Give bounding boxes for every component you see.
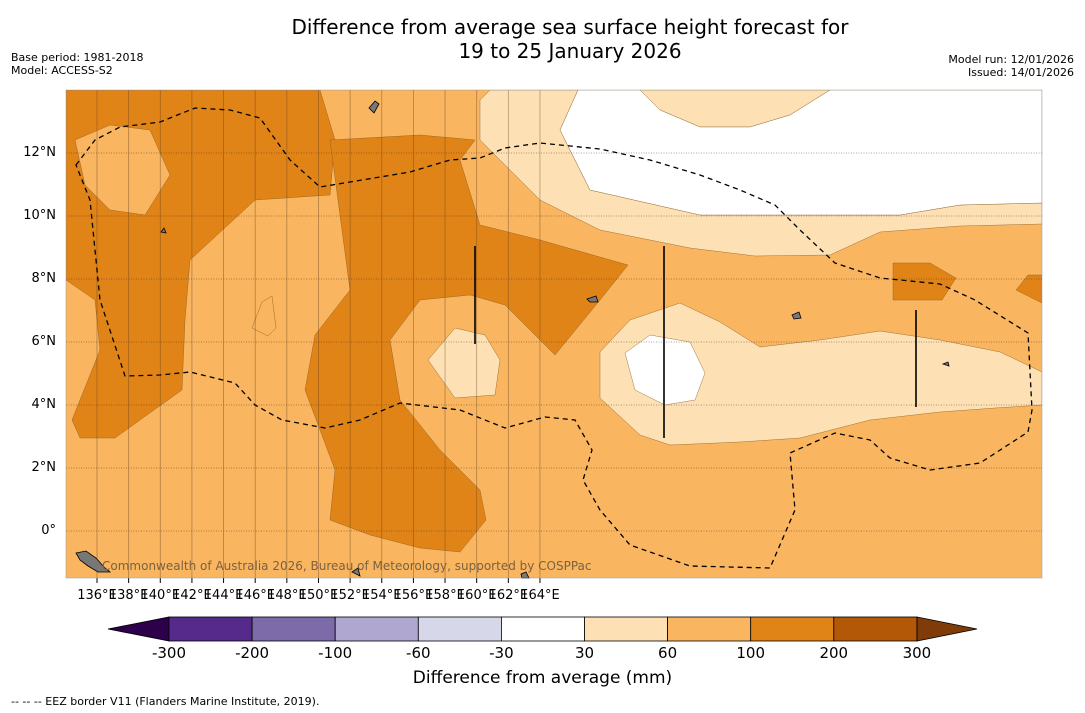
x-tick-label: 148°E (267, 588, 307, 603)
region-neutral-north (559, 90, 1042, 216)
x-tick-label: 154°E (361, 588, 402, 603)
colorbar-bin (251, 616, 336, 642)
colorbar-tick-label: -200 (235, 644, 270, 662)
colorbar-bin (334, 616, 419, 642)
colorbar-bin (584, 616, 668, 642)
credit-text: Commonwealth of Australia 2026, Bureau o… (102, 559, 592, 573)
gridlines (66, 90, 1042, 578)
region-100-200-east-1 (892, 262, 957, 301)
chart-title: Difference from average sea surface heig… (0, 15, 1085, 63)
x-tick-label: 136°E (77, 588, 117, 603)
colorbar-tick-label: -30 (489, 644, 514, 662)
x-tick-label: 156°E (393, 588, 434, 603)
region-30-60-mid (427, 327, 501, 399)
region-neutral-south (624, 334, 706, 406)
colorbar-bin (833, 616, 918, 642)
y-tick-label: 6°N (31, 334, 57, 349)
islands (75, 100, 950, 579)
colorbar-tick-label: -100 (318, 644, 353, 662)
y-tick-label: 0° (41, 523, 56, 538)
colorbar-tick-label: -300 (151, 644, 187, 662)
x-tick-label: 152°E (330, 588, 370, 603)
model-run-text: Model run: 12/01/2026 (948, 53, 1074, 66)
colorbar-tick-label: 100 (736, 644, 765, 662)
colorbar-tick-label: 60 (658, 644, 678, 662)
x-tick-label: 160°E (456, 588, 497, 603)
colorbar-bin (667, 616, 752, 642)
axis-tick-marks (96, 578, 541, 583)
y-tick-label: 8°N (31, 271, 57, 286)
island-outline (75, 550, 112, 573)
colorbar-title: Difference from average (mm) (412, 668, 673, 688)
eez-footnote: -- -- -- EEZ border V11 (Flanders Marine… (11, 695, 320, 708)
region-100-200-central (304, 134, 629, 553)
metadata-right: Model run: 12/01/2026 Issued: 14/01/2026 (948, 53, 1074, 79)
x-tick-label: 146°E (235, 588, 275, 603)
x-tick-label: 140°E (140, 588, 181, 603)
x-tick-label: 158°E (425, 588, 465, 603)
island-outline (368, 100, 380, 114)
colorbar-bin (417, 616, 502, 642)
x-tick-label: 162°E (488, 588, 529, 603)
colorbar-under-arrow (107, 616, 170, 642)
region-60-100-nw (74, 124, 171, 216)
y-tick-label: 10°N (23, 208, 56, 223)
sea-level-field (66, 90, 1042, 578)
colorbar-over-arrow (916, 616, 978, 642)
island-outline (586, 295, 599, 303)
region-30-60-east (599, 302, 1042, 446)
title-line-1: Difference from average sea surface heig… (291, 15, 849, 39)
eez-border (75, 107, 1033, 569)
x-tick-label: 144°E (203, 588, 244, 603)
ocean-transects (474, 246, 917, 438)
x-tick-label: 142°E (172, 588, 212, 603)
plot-frame (65, 89, 1043, 579)
colorbar-tick-label: 300 (902, 644, 932, 662)
y-tick-label: 2°N (31, 460, 57, 475)
colorbar-tick-label: 200 (819, 644, 849, 662)
model-text: Model: ACCESS-S2 (11, 64, 113, 77)
island-outline (160, 227, 167, 234)
colorbar-bin (168, 616, 253, 642)
issued-text: Issued: 14/01/2026 (967, 66, 1074, 79)
region-100-200-east-2 (1015, 274, 1042, 304)
metadata-left: Base period: 1981-2018 Model: ACCESS-S2 (11, 51, 143, 77)
x-tick-label: 150°E (298, 588, 339, 603)
x-tick-label: 164°E (520, 588, 560, 603)
colorbar-tick-label: 30 (574, 644, 595, 662)
region-60-100-small (251, 295, 277, 337)
colorbar-bin (500, 616, 585, 642)
island-outline (351, 567, 361, 577)
base-period-text: Base period: 1981-2018 (11, 51, 144, 64)
island-outline (791, 311, 802, 320)
colorbar-bin (750, 616, 835, 642)
x-tick-label: 138°E (108, 588, 149, 603)
y-tick-label: 12°N (23, 145, 56, 160)
y-tick-label: 4°N (31, 397, 57, 412)
colorbar-tick-label: -60 (406, 644, 431, 662)
colorbar (107, 616, 978, 642)
island-outline (941, 361, 950, 367)
title-line-2: 19 to 25 January 2026 (458, 39, 682, 63)
